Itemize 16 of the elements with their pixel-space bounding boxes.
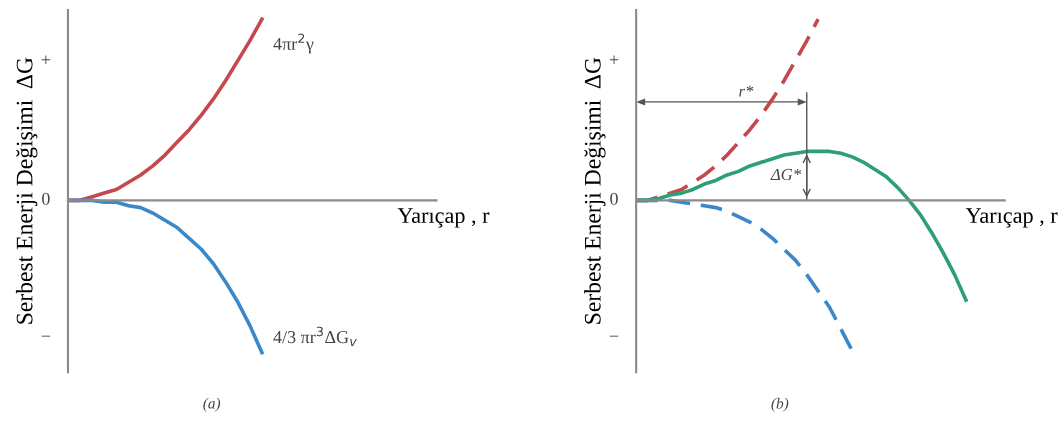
series-label: 4/3 πr$^{3}$ΔG$_{v}$ <box>273 326 357 346</box>
text: − <box>41 335 51 337</box>
x-axis-title: Yarıçap , r <box>965 208 1058 228</box>
text: (a) <box>203 397 221 412</box>
y-axis-title: Serbest Enerji Değişimi ΔG <box>15 57 38 324</box>
annotation: r* <box>739 85 754 97</box>
text: (b) <box>771 397 789 412</box>
text: + <box>41 55 51 65</box>
x-axis-title: Yarıçap , r <box>397 208 490 228</box>
annotation: ΔG* <box>770 168 802 181</box>
text: 0 <box>610 192 618 205</box>
y-axis-title: Serbest Enerji Değişimi ΔG <box>584 57 606 324</box>
text: 0 <box>42 192 50 205</box>
text: + <box>609 55 619 65</box>
series-label: 4πr$^{2}$γ <box>273 33 314 54</box>
text: − <box>609 335 619 337</box>
